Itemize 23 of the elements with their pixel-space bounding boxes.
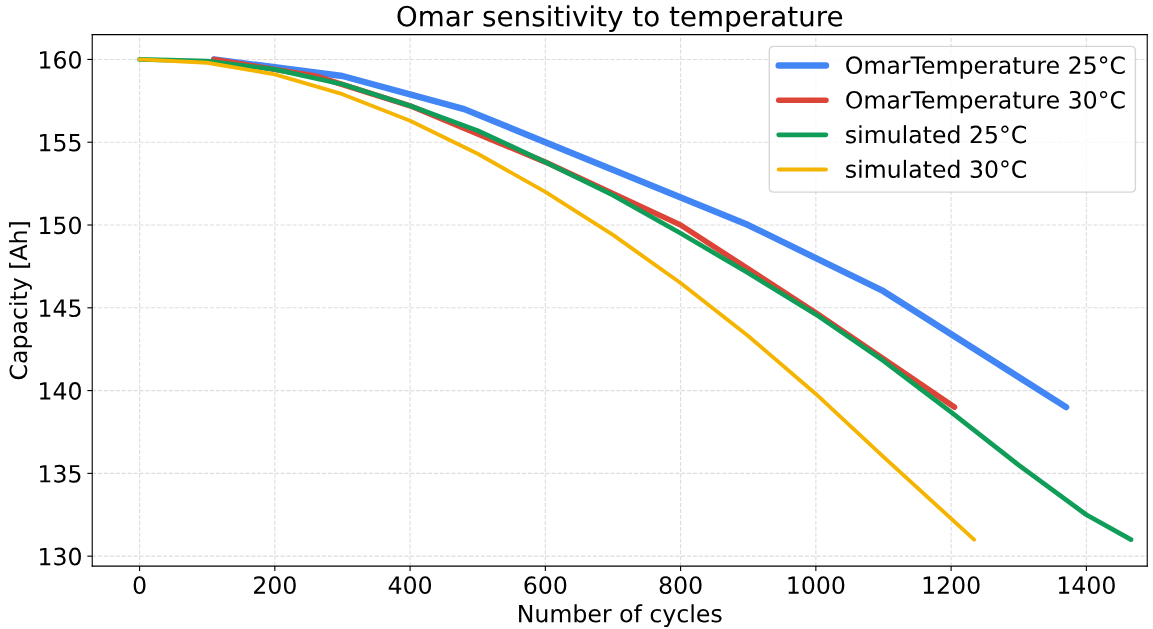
y-tick-label: 140 <box>40 382 81 400</box>
chart-title: Omar sensitivity to temperature <box>397 5 843 33</box>
x-tick-label: 600 <box>524 576 567 595</box>
legend-label: simulated 30°C <box>846 159 1027 179</box>
x-tick-label: 1200 <box>923 576 980 595</box>
x-tick-label: 1000 <box>788 576 845 595</box>
line-series <box>137 57 1134 542</box>
x-tick-label: 1400 <box>1058 576 1115 595</box>
y-tick-label: 160 <box>40 50 81 69</box>
x-tick-label: 200 <box>254 576 296 595</box>
y-tick-label: 135 <box>40 464 81 483</box>
legend-label: OmarTemperature 30°C <box>846 90 1125 114</box>
y-tick-label: 150 <box>40 216 81 235</box>
y-tick-label: 155 <box>40 133 81 152</box>
y-axis-title: Capacity [Ah] <box>9 222 32 380</box>
x-axis-title: Number of cycles <box>519 604 722 628</box>
legend-label: simulated 25°C <box>846 125 1027 144</box>
x-tick-label: 400 <box>388 576 432 595</box>
x-tick-label: 0 <box>133 576 146 595</box>
y-tick-label: 130 <box>40 547 81 566</box>
y-tick-label: 145 <box>40 299 81 318</box>
x-tick-label: 800 <box>659 576 702 595</box>
legend-label: OmarTemperature 25°C <box>846 56 1125 79</box>
